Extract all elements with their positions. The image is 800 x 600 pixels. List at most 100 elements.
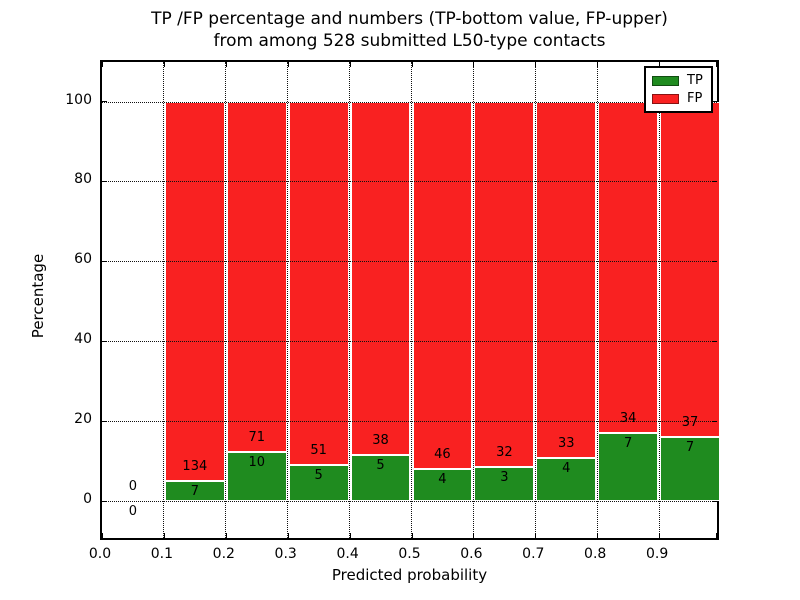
fp-swatch-icon [652,93,679,104]
y-tick-mark [712,101,717,102]
x-tick-mark [349,62,351,67]
tp-count-label: 4 [562,460,571,476]
chart-title-line1: TP /FP percentage and numbers (TP-bottom… [151,9,668,29]
tp-bar-segment [412,469,473,501]
legend-entry-tp: TP [652,72,705,88]
vertical-gridline [287,62,289,538]
tp-swatch-icon [652,75,679,86]
x-tick-label: 0.1 [150,546,174,562]
x-tick-mark [349,533,351,538]
x-tick-label: 0.9 [645,546,669,562]
y-tick-mark [712,500,717,502]
x-tick-mark [411,62,413,67]
horizontal-gridline [102,101,717,103]
x-tick-mark [102,533,103,538]
tp-count-label: 7 [624,435,633,451]
x-tick-mark [659,62,661,67]
fp-count-label: 51 [310,443,327,459]
legend-label-tp: TP [687,72,703,88]
horizontal-gridline [102,501,717,502]
x-tick-label: 0.0 [88,546,112,562]
fp-bar-segment [474,101,535,467]
y-tick-mark [102,420,107,422]
x-tick-mark [716,62,717,67]
fp-bar-segment [536,101,597,458]
fp-count-label: 134 [182,459,208,475]
fp-count-label: 38 [372,432,389,448]
vertical-gridline [534,62,536,538]
fp-bar-segment [350,101,411,455]
y-tick-mark [102,260,107,262]
vertical-gridline [163,62,165,538]
tp-bar-segment [536,457,597,501]
y-tick-mark [712,340,717,342]
vertical-gridline [225,62,227,538]
vertical-gridline [472,62,474,538]
x-tick-mark [473,62,475,67]
x-tick-label: 0.5 [398,546,421,562]
x-tick-mark [597,62,599,67]
tp-bar-segment [350,454,411,501]
y-tick-label: 0 [83,491,92,507]
x-tick-label: 0.4 [336,546,359,562]
x-tick-mark [535,533,537,538]
fp-bar-segment [164,101,225,482]
vertical-gridline [349,62,351,538]
vertical-gridline [596,62,598,538]
x-tick-label: 0.8 [584,546,607,562]
x-tick-mark [716,533,717,538]
vertical-gridline [658,62,660,538]
horizontal-gridline [102,181,717,183]
x-tick-mark [535,62,537,67]
tp-count-label: 3 [500,469,509,485]
fp-count-label: 33 [557,435,575,451]
y-tick-label: 60 [74,251,92,268]
fp-bar-segment [598,101,659,433]
tp-count-label: 0 [128,504,138,519]
x-tick-mark [225,62,227,67]
fp-count-label: 34 [619,410,637,426]
y-tick-mark [712,420,717,422]
legend-label-fp: FP [687,90,703,106]
tp-count-label: 5 [376,457,385,473]
vertical-gridline [411,62,412,538]
horizontal-gridline [102,261,717,263]
x-tick-mark [163,533,165,538]
x-tick-mark [287,62,289,67]
y-tick-label: 100 [65,91,92,108]
chart-title: TP /FP percentage and numbers (TP-bottom… [100,8,719,52]
y-tick-label: 40 [74,331,92,348]
tp-bar-segment [474,466,535,501]
x-tick-mark [597,533,599,538]
horizontal-gridline [102,421,717,423]
tp-bar-segment [660,437,720,501]
tp-count-label: 5 [314,468,323,484]
tp-count-label: 7 [190,484,199,500]
x-tick-mark [473,533,475,538]
x-tick-label: 0.6 [460,546,483,562]
x-tick-mark [411,533,413,538]
x-tick-mark [163,62,165,67]
fp-count-label: 37 [681,415,699,431]
y-tick-mark [712,260,717,262]
fp-bar-segment [226,101,287,452]
y-tick-label: 20 [74,411,92,428]
fp-count-label: 71 [248,429,266,445]
y-tick-mark [102,180,107,182]
y-tick-mark [102,500,107,502]
tp-bar-segment [164,481,225,501]
x-axis-label: Predicted probability [331,566,488,584]
fp-count-label: 46 [434,447,451,463]
y-tick-label: 80 [74,171,92,188]
x-tick-mark [287,533,289,538]
x-tick-mark [102,62,103,67]
fp-bar-segment [412,101,473,470]
tp-bar-segment [288,465,349,501]
chart-title-line2: from among 528 submitted L50-type contac… [213,31,606,51]
y-tick-mark [102,340,107,342]
x-tick-label: 0.3 [274,546,297,562]
x-tick-label: 0.7 [522,546,545,562]
tp-bar-segment [598,432,659,501]
fp-bar-segment [288,101,349,466]
